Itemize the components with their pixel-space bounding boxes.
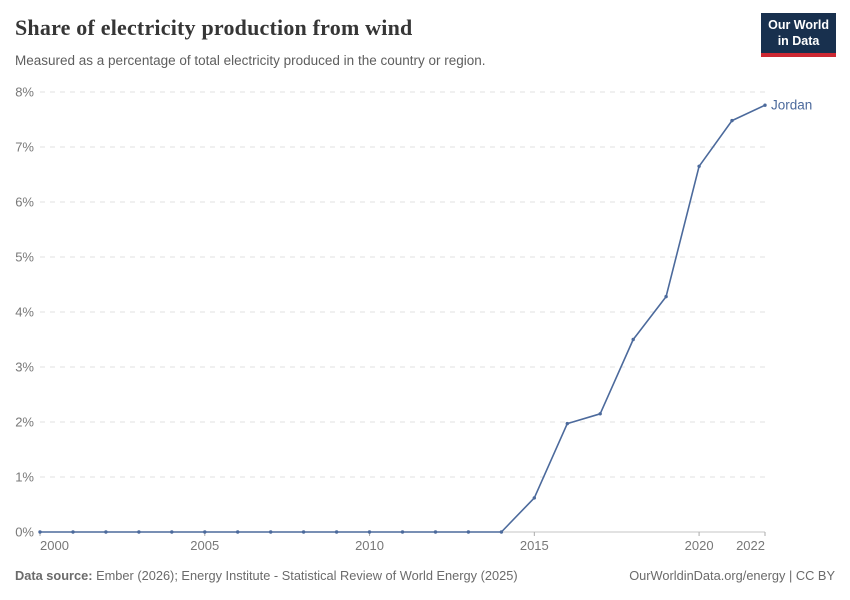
data-point[interactable] <box>301 530 306 534</box>
x-axis-label: 2022 <box>736 538 765 553</box>
data-source-label: Data source: <box>15 568 93 583</box>
data-point[interactable] <box>367 530 372 534</box>
data-point[interactable] <box>565 421 569 426</box>
data-point[interactable] <box>104 530 108 534</box>
x-axis-label: 2010 <box>355 538 384 553</box>
data-point[interactable] <box>170 530 174 534</box>
y-axis-label: 4% <box>15 305 34 320</box>
data-point[interactable] <box>598 412 602 416</box>
y-axis-label: 1% <box>15 470 34 485</box>
data-point[interactable] <box>730 118 734 123</box>
y-axis-label: 8% <box>15 85 34 100</box>
y-axis-label: 3% <box>15 360 34 375</box>
data-source: Data source: Ember (2026); Energy Instit… <box>15 568 518 583</box>
data-point[interactable] <box>400 530 405 534</box>
data-point[interactable] <box>532 496 536 500</box>
y-axis-label: 0% <box>15 525 34 540</box>
y-axis-label: 7% <box>15 140 34 155</box>
data-line-jordan[interactable] <box>39 104 766 533</box>
x-axis-label: 2005 <box>190 538 219 553</box>
chart-subtitle: Measured as a percentage of total electr… <box>15 53 486 68</box>
data-point[interactable] <box>137 530 141 534</box>
data-point[interactable] <box>763 103 767 107</box>
credit-link[interactable]: OurWorldinData.org/energy | CC BY <box>629 568 835 583</box>
owid-logo[interactable]: Our World in Data <box>761 13 836 57</box>
data-point[interactable] <box>499 530 504 534</box>
data-point[interactable] <box>236 530 240 534</box>
series-label[interactable]: Jordan <box>771 98 812 113</box>
data-point[interactable] <box>697 164 701 168</box>
data-point[interactable] <box>269 530 273 534</box>
owid-logo-line2: in Data <box>777 34 820 48</box>
data-point[interactable] <box>71 530 75 534</box>
data-point[interactable] <box>203 530 207 534</box>
x-axis-label: 2000 <box>40 538 69 553</box>
data-source-text: Ember (2026); Energy Institute - Statist… <box>92 568 518 583</box>
x-axis-label: 2020 <box>685 538 714 553</box>
data-point[interactable] <box>466 530 471 534</box>
data-point[interactable] <box>631 337 635 342</box>
owid-logo-line1: Our World <box>768 18 829 32</box>
chart-title: Share of electricity production from win… <box>15 15 413 40</box>
data-point[interactable] <box>334 530 339 534</box>
data-point[interactable] <box>664 294 668 299</box>
y-axis-label: 2% <box>15 415 34 430</box>
y-axis-label: 6% <box>15 195 34 210</box>
data-point[interactable] <box>433 530 438 534</box>
chart-footer: Data source: Ember (2026); Energy Instit… <box>15 568 835 583</box>
x-axis-label: 2015 <box>520 538 549 553</box>
data-point[interactable] <box>38 530 42 534</box>
y-axis-label: 5% <box>15 250 34 265</box>
